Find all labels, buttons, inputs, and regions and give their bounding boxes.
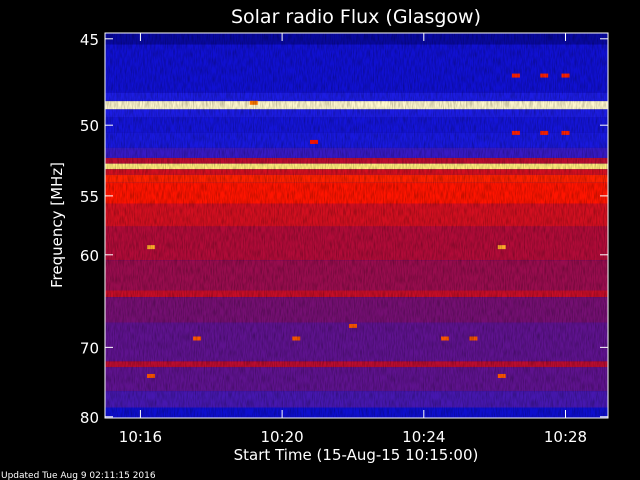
chart-title: Solar radio Flux (Glasgow)	[231, 6, 481, 28]
x-tick-label: 10:20	[260, 428, 303, 446]
y-tick-label: 70	[80, 339, 99, 357]
y-tick-label: 55	[80, 188, 99, 206]
y-tick-label: 50	[80, 117, 99, 135]
spectrogram-texture	[105, 33, 608, 418]
y-axis-label: Frequency [MHz]	[48, 162, 66, 288]
y-axis-ticks: 45 50 55 60 70 80	[80, 31, 608, 427]
x-axis-ticks: 10:16 10:20 10:24 10:28	[119, 33, 587, 446]
y-tick-label: 45	[80, 31, 99, 49]
x-tick-label: 10:24	[402, 428, 445, 446]
y-tick-label: 60	[80, 247, 99, 265]
updated-timestamp: Updated Tue Aug 9 02:11:15 2016	[1, 471, 156, 480]
x-tick-label: 10:28	[544, 428, 587, 446]
y-tick-label: 80	[80, 409, 99, 427]
plot-frame	[104, 32, 609, 419]
x-tick-label: 10:16	[119, 428, 162, 446]
plot-area	[105, 33, 608, 418]
x-axis-label: Start Time (15-Aug-15 10:15:00)	[234, 446, 479, 464]
